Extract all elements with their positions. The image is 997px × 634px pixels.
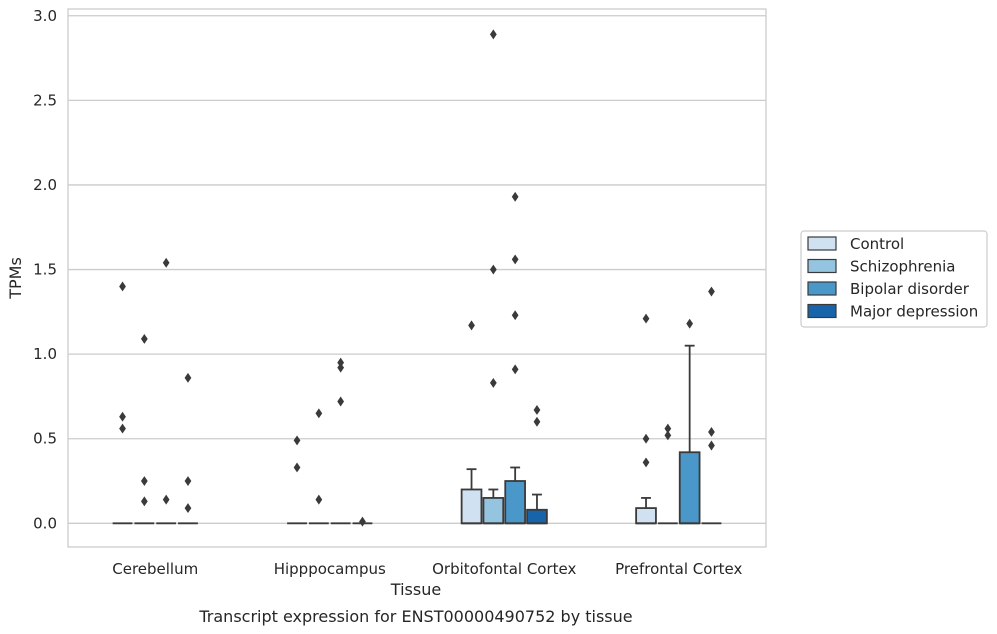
chart-caption: Transcript expression for ENST0000049075… [198, 607, 632, 626]
outlier-point [664, 423, 672, 434]
box [482, 497, 505, 525]
y-tick-label: 1.0 [33, 345, 57, 363]
outlier-point [293, 462, 301, 473]
outlier-point [293, 435, 301, 446]
outlier-point [119, 281, 126, 292]
outlier-point [533, 416, 541, 427]
x-tick-labels: Cerebellum Hipppocampus Orbitofontal Corte… [112, 560, 742, 578]
outlier-point [511, 364, 519, 375]
outlier-point [162, 257, 170, 268]
x-tick-label: Hipppocampus [274, 560, 386, 578]
box-2-2 [504, 466, 526, 525]
box [678, 451, 701, 525]
outlier-point [359, 516, 366, 527]
legend: Control Schizophrenia Bipolar disorder Majo… [800, 230, 988, 328]
outlier-point [511, 254, 519, 265]
x-tick-label: Prefrontal Cortex [615, 560, 742, 578]
y-tick-label: 1.5 [33, 261, 57, 279]
outlier-point [468, 320, 475, 331]
outlier-point [533, 405, 541, 415]
y-tick-label: 2.0 [33, 176, 57, 194]
outlier-point [489, 29, 497, 40]
outlier-point [708, 286, 715, 297]
box [460, 488, 483, 525]
box-3-2 [678, 344, 701, 525]
y-axis-title: TPMs [6, 257, 25, 300]
legend-swatch [807, 281, 837, 296]
y-tick-label: 0.5 [33, 430, 57, 448]
outlier-point [315, 408, 323, 419]
outlier-point [337, 357, 345, 368]
legend-label: Control [850, 235, 904, 253]
box-2-3 [526, 493, 548, 525]
box [526, 508, 548, 525]
plot-frame [67, 8, 767, 548]
outlier-point [664, 430, 672, 441]
outlier-point [162, 494, 170, 505]
x-axis-title: Tissue [390, 580, 441, 599]
outlier-point [184, 372, 192, 383]
outlier-point [119, 423, 126, 434]
legend-swatch [807, 258, 837, 274]
legend-swatch [807, 303, 837, 319]
outlier-point [686, 318, 694, 329]
outliers [119, 29, 715, 527]
y-tick-label: 3.0 [33, 7, 57, 25]
box-2-1 [482, 488, 505, 525]
outlier-point [140, 496, 148, 507]
box [504, 480, 526, 525]
outlier-point [489, 264, 497, 275]
outlier-point [489, 377, 497, 388]
outlier-point [184, 503, 192, 514]
outlier-point [140, 476, 148, 486]
box [635, 507, 657, 525]
outlier-point [119, 411, 126, 422]
outlier-point [337, 396, 345, 407]
outlier-point [511, 310, 519, 321]
legend-label: Bipolar disorder [850, 280, 970, 298]
outlier-point [184, 476, 192, 486]
outlier-point [708, 440, 715, 451]
y-tick-labels: 0.0 0.5 1.0 1.5 2.0 2.5 3.0 [33, 7, 57, 533]
box-2-0 [460, 468, 483, 525]
outlier-point [642, 313, 650, 324]
box-3-0 [635, 497, 657, 525]
y-tick-label: 0.0 [33, 514, 57, 532]
box-plots [112, 344, 722, 525]
outlier-point [708, 427, 715, 437]
outlier-point [511, 191, 519, 202]
outlier-point [140, 333, 148, 344]
legend-label: Major depression [850, 303, 978, 321]
legend-box [800, 230, 988, 328]
y-tick-label: 2.5 [33, 91, 57, 109]
outlier-point [642, 457, 650, 468]
x-tick-label: Cerebellum [112, 560, 198, 578]
outlier-point [642, 433, 650, 444]
legend-swatch [807, 236, 837, 251]
outlier-point [337, 362, 345, 373]
legend-label: Schizophrenia [850, 258, 955, 276]
x-tick-label: Orbitofontal Cortex [432, 560, 576, 578]
outlier-point [315, 494, 323, 505]
grid-lines [68, 15, 766, 524]
